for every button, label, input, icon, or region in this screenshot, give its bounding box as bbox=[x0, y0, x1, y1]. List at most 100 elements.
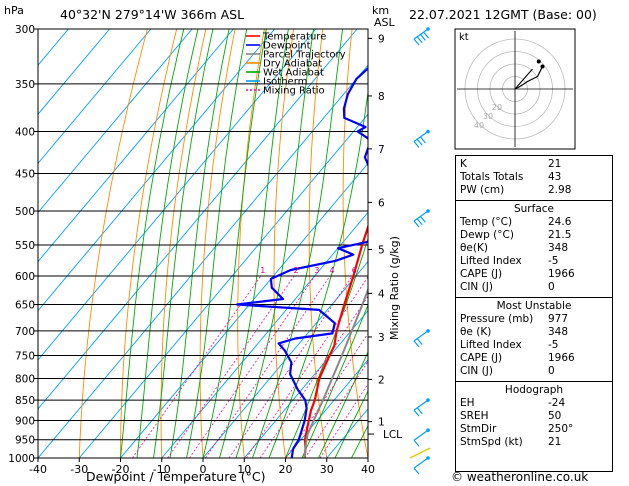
isotherm-line bbox=[78, 113, 368, 458]
asl-label: ASL bbox=[374, 16, 396, 29]
temperature-tick-label: 20 bbox=[279, 463, 293, 476]
stats-row: Lifted Index -5 bbox=[456, 255, 612, 268]
wind-barb-flag bbox=[423, 31, 430, 39]
lcl-label: LCL bbox=[383, 429, 402, 441]
mixing-ratio-label: 2 bbox=[294, 266, 299, 275]
pressure-tick-label: 700 bbox=[15, 326, 35, 338]
temperature-tick-label: 30 bbox=[320, 463, 334, 476]
stats-row: PW (cm) 2.98 bbox=[456, 184, 612, 197]
hodograph-ring-label: 30 bbox=[483, 112, 493, 121]
stats-value: 43 bbox=[548, 171, 562, 183]
stats-value: 0 bbox=[548, 281, 555, 293]
hodograph-dot bbox=[536, 59, 541, 64]
dewpoint-line bbox=[236, 66, 368, 458]
pressure-tick-label: 500 bbox=[15, 206, 35, 218]
wet-adiabat-line bbox=[318, 350, 368, 458]
stats-row: Lifted Index -5 bbox=[456, 339, 612, 352]
mixing-ratio-line bbox=[189, 275, 316, 458]
wind-barb-flag bbox=[413, 38, 420, 46]
hpa-label: hPa bbox=[4, 4, 24, 17]
wind-barb-dot bbox=[426, 329, 430, 333]
hodograph-end-dot bbox=[540, 64, 545, 69]
stats-key: Totals Totals bbox=[460, 171, 524, 183]
wind-barb-shaft bbox=[413, 330, 429, 342]
wind-barb-flag bbox=[416, 407, 423, 415]
temperature-tick-label: 10 bbox=[237, 463, 251, 476]
wind-barbs bbox=[409, 27, 431, 475]
stats-key: θe (K) bbox=[460, 326, 492, 338]
stats-value: 0 bbox=[548, 365, 555, 377]
stats-row: CIN (J) 0 bbox=[456, 281, 612, 294]
stats-key: Temp (°C) bbox=[460, 216, 513, 228]
hodograph-kt-label: kt bbox=[459, 32, 469, 43]
isotherm-line bbox=[38, 29, 234, 263]
pressure-tick-label: 850 bbox=[15, 395, 35, 407]
datetime-label: 22.07.2021 12GMT (Base: 00) bbox=[409, 7, 597, 22]
legend-label: Isotherm bbox=[263, 77, 307, 88]
pressure-tick-label: 350 bbox=[15, 79, 35, 91]
km-tick-label: 9 bbox=[378, 33, 385, 45]
mixing-ratio-label: 1 bbox=[260, 266, 265, 275]
stats-value: 21.5 bbox=[548, 229, 572, 241]
stats-value: 977 bbox=[548, 313, 569, 325]
legend-label: Parcel Trajectory bbox=[263, 50, 346, 61]
stats-row: StmSpd (kt) 21 bbox=[456, 436, 612, 449]
location-label: 40°32'N 279°14'W 366m ASL bbox=[60, 7, 244, 22]
dry-adiabat-line bbox=[120, 29, 178, 458]
isotherm-line bbox=[161, 211, 368, 458]
hodograph-ring-label: 40 bbox=[474, 121, 484, 130]
isotherm-line bbox=[243, 309, 368, 458]
wet-adiabat-line bbox=[301, 303, 368, 458]
km-label: km bbox=[372, 4, 389, 17]
km-tick-label: 8 bbox=[378, 91, 385, 103]
x-axis-title: Dewpoint / Temperature (°C) bbox=[86, 469, 265, 484]
pressure-tick-label: 800 bbox=[15, 373, 35, 385]
mixing-ratio-line bbox=[304, 360, 368, 458]
mixing-ratio-line bbox=[205, 275, 331, 458]
wind-barb-shaft bbox=[413, 131, 429, 142]
stats-value: 348 bbox=[548, 326, 569, 338]
stats-key: Pressure (mb) bbox=[460, 313, 534, 325]
pressure-tick-label: 750 bbox=[15, 350, 35, 362]
stats-row: EH -24 bbox=[456, 397, 612, 410]
km-tick-label: 4 bbox=[378, 288, 385, 300]
wind-barb-flag bbox=[413, 340, 420, 348]
pressure-tick-label: 300 bbox=[15, 24, 35, 36]
stats-key: K bbox=[460, 158, 467, 170]
pressure-tick-label: 400 bbox=[15, 127, 35, 139]
stats-key: CIN (J) bbox=[460, 365, 493, 377]
km-tick-label: 3 bbox=[378, 332, 385, 344]
temperature-tick-label: -30 bbox=[70, 463, 88, 476]
wet-adiabat-line bbox=[334, 390, 368, 458]
isotherm-line bbox=[38, 29, 275, 312]
stats-divider bbox=[456, 200, 612, 201]
stats-value: 21 bbox=[548, 436, 562, 448]
km-tick-label: 7 bbox=[378, 144, 385, 156]
wind-barb-flag bbox=[413, 439, 420, 447]
dry-adiabat-line bbox=[237, 29, 265, 458]
pressure-tick-label: 550 bbox=[15, 240, 35, 252]
wind-barb-flag bbox=[413, 141, 420, 148]
pressure-tick-label: 450 bbox=[15, 168, 35, 180]
stats-key: Lifted Index bbox=[460, 339, 522, 351]
temperature-tick-label: -20 bbox=[112, 463, 130, 476]
dry-adiabat-line bbox=[78, 29, 148, 458]
km-tick-label: 6 bbox=[378, 197, 385, 209]
wind-barb-dot bbox=[426, 27, 430, 31]
wind-barb-flag bbox=[416, 138, 423, 146]
wind-barb-flag bbox=[416, 338, 423, 345]
wet-adiabat-line bbox=[136, 29, 199, 458]
stats-divider bbox=[456, 381, 612, 382]
mixing-ratio-line bbox=[132, 275, 262, 458]
stats-row: Totals Totals 43 bbox=[456, 171, 612, 184]
stats-row: SREH 50 bbox=[456, 410, 612, 423]
mixing-ratio-line bbox=[319, 383, 368, 458]
temperature-tick-label: -40 bbox=[29, 463, 47, 476]
temperature-line bbox=[303, 223, 368, 458]
wind-barb-dot bbox=[426, 456, 430, 460]
stats-value: 24.6 bbox=[548, 216, 572, 228]
isotherm-line bbox=[38, 29, 193, 214]
hodograph-ring-label: 20 bbox=[492, 103, 502, 112]
